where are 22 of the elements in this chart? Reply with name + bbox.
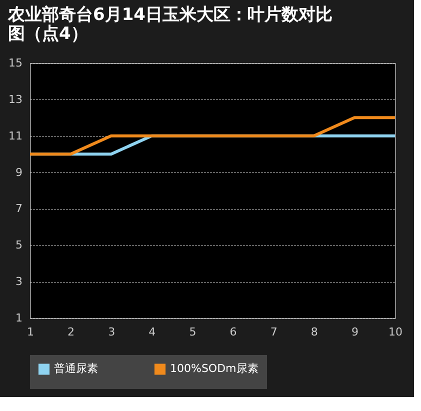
x-tick-label: 7 [270, 326, 278, 338]
text: 图（点4） [8, 24, 88, 44]
y-tick-label: 5 [16, 238, 22, 252]
x-tick-label: 5 [189, 326, 196, 338]
x-tick-label: 6 [230, 326, 237, 338]
x-tick-label: 8 [310, 326, 318, 338]
y-tick-label: 3 [16, 275, 22, 288]
x-tick-label: 10 [388, 326, 402, 338]
x-tick-label: 2 [68, 326, 75, 338]
y-tick-label: 1 [16, 312, 22, 324]
y-tick-label: 13 [8, 92, 22, 106]
y-tick-label: 9 [16, 166, 22, 179]
legend-label: 100%SODm尿素 [170, 362, 258, 376]
x-tick-label: 4 [148, 326, 156, 338]
y-tick-label: 11 [8, 129, 22, 142]
y-tick-label: 7 [16, 202, 22, 216]
text: 农业部奇台6月14日玉米大区：叶片数对比 [8, 5, 333, 25]
y-tick-label: 15 [8, 56, 22, 70]
x-tick-label: 3 [108, 326, 116, 338]
legend-label: 普通尿素 [54, 362, 98, 376]
x-tick-label: 9 [351, 326, 358, 338]
x-tick-label: 1 [27, 326, 34, 338]
